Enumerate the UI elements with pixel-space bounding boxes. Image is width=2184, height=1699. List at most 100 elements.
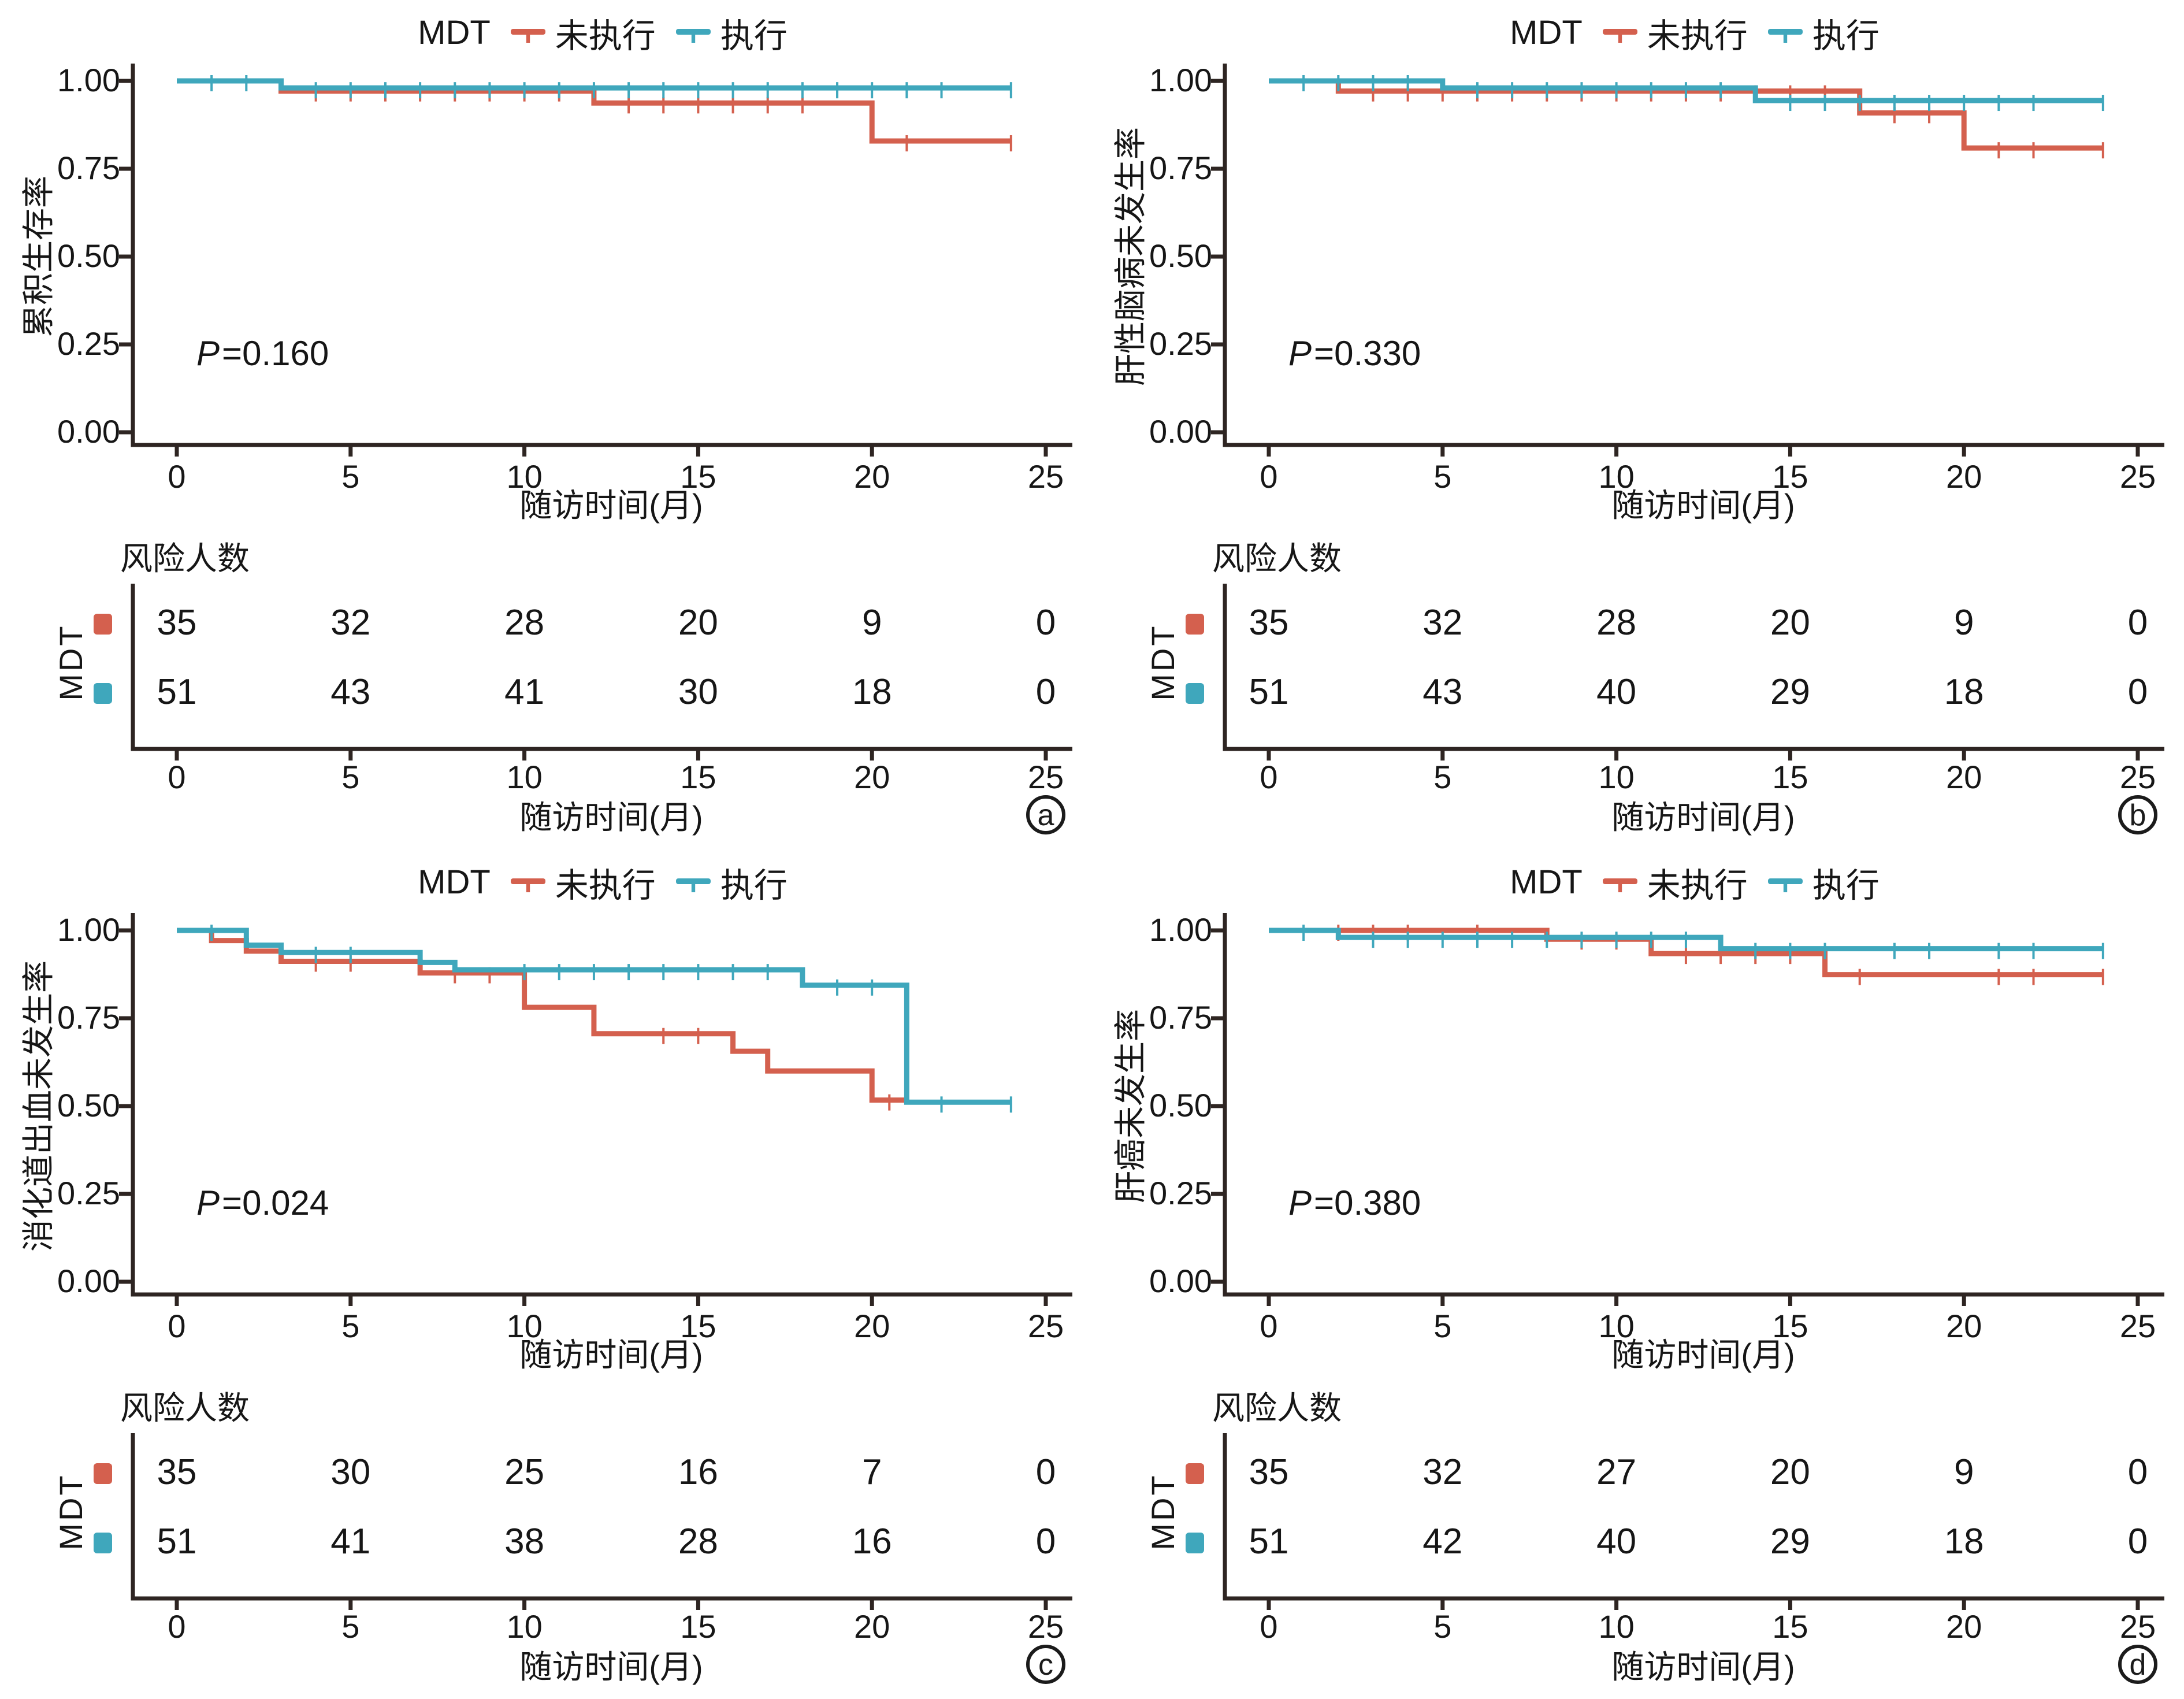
y-tick-label: 0.75: [1149, 1000, 1212, 1036]
y-tick-label: 1.00: [57, 62, 120, 98]
p-number: =0.160: [222, 335, 329, 373]
risk-x-tick-label: 0: [1260, 759, 1278, 795]
p-symbol: P: [1288, 1185, 1312, 1223]
legend-item-performed: 执行: [1768, 859, 1880, 907]
legend-marker-not-performed-icon: [1603, 878, 1638, 892]
p-symbol: P: [196, 335, 220, 373]
risk-count: 0: [1035, 602, 1056, 643]
risk-count: 41: [504, 672, 545, 712]
x-tick-label: 15: [1772, 459, 1808, 495]
km-panel-b: MDT 未执行 执行 肝性脑病未发生率 1.00 0.75 0.50 0.25 0.00…: [1092, 0, 2184, 850]
legend-title: MDT: [418, 14, 491, 51]
km-plot: [94, 913, 1072, 1610]
risk-count: 0: [2127, 672, 2148, 712]
x-tick-label: 20: [854, 459, 890, 495]
risk-count: 20: [1770, 602, 1810, 643]
x-tick-label: 25: [2119, 1308, 2156, 1344]
risk-group-label: MDT: [53, 1473, 89, 1550]
y-tick-label: 0.50: [1149, 238, 1212, 274]
risk-x-tick-label: 10: [506, 759, 543, 795]
p-value: P =0.380: [1288, 1185, 1421, 1224]
risk-group-label: MDT: [1145, 624, 1181, 701]
x-axis-title: 随访时间(月): [1611, 1337, 1795, 1373]
km-curve-执行: [177, 928, 1011, 1105]
x-tick-label: 0: [1260, 1308, 1278, 1344]
legend-label-not-performed: 未执行: [555, 868, 656, 905]
km-curve-执行: [1269, 78, 2103, 103]
x-tick-label: 5: [1433, 1308, 1452, 1344]
p-symbol: P: [196, 1185, 220, 1223]
x-tick-label: 15: [1772, 1308, 1808, 1344]
x-tick-label: 15: [680, 459, 716, 495]
risk-count: 30: [678, 672, 718, 712]
risk-table-header: 风险人数: [1212, 1390, 1342, 1426]
caption-letter: b: [2129, 797, 2146, 832]
y-tick-label: 1.00: [57, 912, 120, 948]
legend-item-performed: 执行: [676, 859, 788, 907]
risk-count: 51: [157, 672, 197, 712]
risk-row-marker-未执行: [1186, 1463, 1204, 1484]
x-tick-label: 25: [1027, 1308, 1064, 1344]
legend-marker-performed-icon: [676, 878, 711, 892]
risk-count: 35: [1249, 602, 1289, 643]
y-tick-label: 0.00: [1149, 1263, 1212, 1299]
km-panel-c: MDT 未执行 执行 消化道出血未发生率 1.00 0.75 0.50 0.25 0.0…: [0, 850, 1092, 1699]
y-tick-label: 0.00: [57, 414, 120, 450]
risk-count: 35: [157, 1452, 197, 1492]
p-value: P =0.330: [1288, 335, 1421, 374]
risk-count: 41: [330, 1521, 371, 1561]
x-tick-label: 10: [506, 459, 543, 495]
risk-x-axis-title: 随访时间(月): [1611, 800, 1795, 836]
risk-count: 42: [1422, 1521, 1463, 1561]
legend-item-not-performed: 未执行: [511, 859, 656, 907]
risk-count: 7: [861, 1452, 882, 1492]
x-tick-label: 20: [854, 1308, 890, 1344]
legend-title: MDT: [1510, 14, 1583, 51]
caption-letter: d: [2129, 1646, 2146, 1681]
y-tick-label: 0.25: [57, 326, 120, 362]
risk-count: 9: [861, 602, 882, 643]
risk-count: 51: [1249, 672, 1289, 712]
legend: MDT 未执行 执行: [1225, 9, 2164, 58]
caption-letter: a: [1037, 797, 1054, 832]
risk-count: 40: [1596, 672, 1637, 712]
x-tick-label: 20: [1946, 1308, 1982, 1344]
risk-x-tick-label: 25: [2119, 1609, 2156, 1645]
risk-x-tick-label: 0: [168, 1609, 186, 1645]
risk-count: 29: [1770, 1521, 1810, 1561]
risk-x-tick-label: 0: [168, 759, 186, 795]
x-tick-label: 0: [168, 459, 186, 495]
risk-count: 35: [157, 602, 197, 643]
risk-count: 35: [1249, 1452, 1289, 1492]
risk-x-tick-label: 15: [680, 759, 716, 795]
km-plot: [1186, 64, 2164, 761]
legend-label-performed: 执行: [720, 868, 788, 905]
km-panel-d: MDT 未执行 执行 肝癌未发生率 1.00 0.75 0.50 0.25 0.00 0…: [1092, 850, 2184, 1699]
risk-count: 9: [1953, 1452, 1974, 1492]
risk-x-tick-label: 10: [506, 1609, 543, 1645]
x-axis-title: 随访时间(月): [519, 1337, 703, 1373]
risk-x-axis-title: 随访时间(月): [1611, 1649, 1795, 1685]
y-tick-label: 0.75: [57, 1000, 120, 1036]
panel-caption: b: [2118, 795, 2157, 834]
km-curve-执行: [177, 78, 1011, 91]
panel-caption: c: [1026, 1645, 1065, 1684]
km-plot: [94, 64, 1072, 761]
risk-table-header: 风险人数: [1212, 541, 1342, 577]
risk-count: 0: [1035, 1521, 1056, 1561]
legend-label-not-performed: 未执行: [555, 18, 656, 55]
p-number: =0.380: [1314, 1185, 1421, 1223]
risk-x-tick-label: 15: [680, 1609, 716, 1645]
risk-count: 0: [1035, 672, 1056, 712]
risk-x-tick-label: 20: [1946, 759, 1982, 795]
risk-count: 9: [1953, 602, 1974, 643]
y-tick-label: 0.50: [57, 238, 120, 274]
risk-group-label: MDT: [53, 624, 89, 701]
x-tick-label: 10: [506, 1308, 543, 1344]
legend-item-not-performed: 未执行: [1603, 9, 1748, 58]
risk-x-tick-label: 20: [854, 1609, 890, 1645]
km-plot: [1186, 913, 2164, 1610]
risk-row-marker-执行: [1186, 683, 1204, 704]
risk-count: 18: [852, 672, 892, 712]
